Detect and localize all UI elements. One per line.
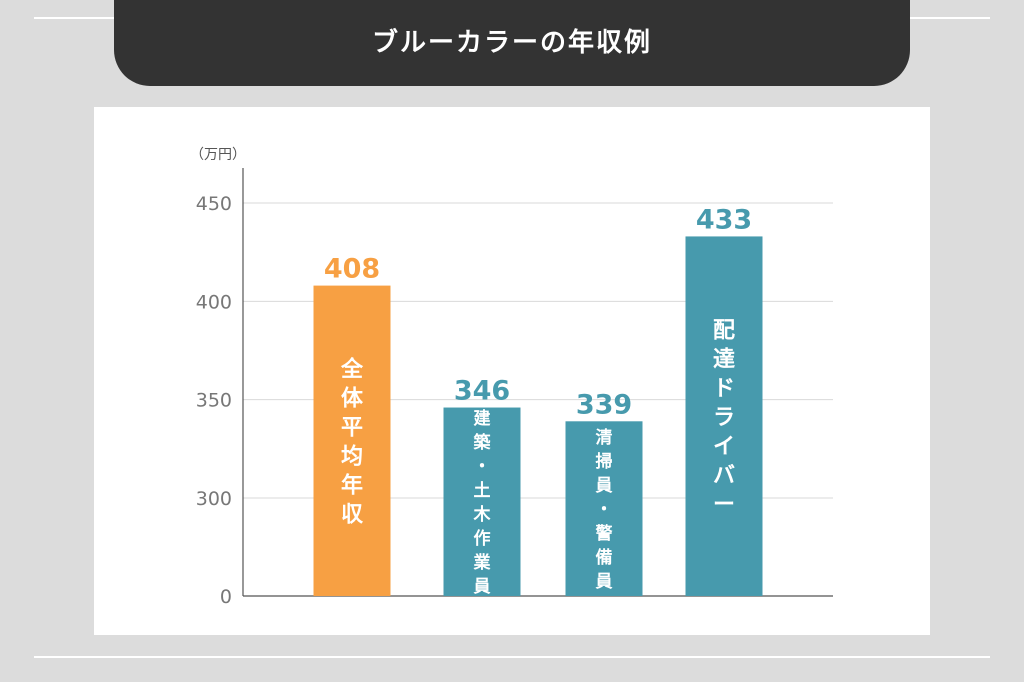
- bottom-rule: [34, 656, 990, 658]
- data-label: 346: [454, 376, 510, 407]
- y-tick-label: 400: [196, 291, 232, 313]
- bar: [443, 407, 521, 596]
- category-label: 全体平均年収: [340, 357, 364, 528]
- top-right-rule: [910, 17, 990, 19]
- data-label: 433: [696, 204, 752, 235]
- top-left-rule: [34, 17, 114, 19]
- y-tick-label: 0: [220, 586, 232, 608]
- bar: [313, 285, 391, 596]
- category-label: 清掃員・警備員: [595, 427, 613, 592]
- y-unit-label: （万円）: [190, 147, 246, 163]
- bar: [565, 421, 643, 596]
- bar: [685, 236, 763, 596]
- category-label: 配達ドライバー: [713, 319, 735, 518]
- data-label: 339: [576, 389, 632, 420]
- y-tick-label: 350: [196, 390, 232, 412]
- title-bar: ブルーカラーの年収例: [114, 0, 910, 86]
- data-label: 408: [324, 254, 380, 285]
- y-tick-label: 450: [196, 193, 232, 215]
- category-label: 建築・土木作業員: [473, 408, 492, 597]
- chart-title: ブルーカラーの年収例: [371, 27, 652, 58]
- y-tick-label: 300: [196, 488, 232, 510]
